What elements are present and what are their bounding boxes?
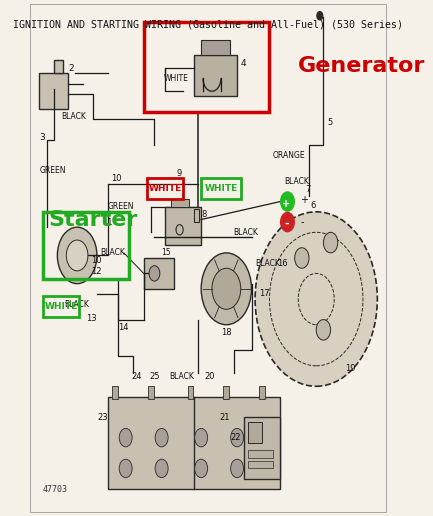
Circle shape — [149, 266, 160, 281]
Bar — [147, 179, 183, 199]
Text: 2: 2 — [68, 63, 74, 73]
Circle shape — [255, 212, 377, 386]
Text: BLACK: BLACK — [169, 372, 194, 381]
Circle shape — [119, 428, 132, 447]
Bar — [194, 209, 199, 222]
Bar — [148, 386, 154, 399]
Text: -: - — [300, 217, 304, 227]
Text: BLACK: BLACK — [65, 300, 90, 309]
Text: BLACK: BLACK — [100, 248, 126, 257]
Text: 21: 21 — [219, 413, 229, 422]
Text: 15: 15 — [162, 248, 171, 257]
Bar — [112, 386, 118, 399]
Bar — [165, 207, 201, 245]
Text: 20: 20 — [205, 372, 215, 381]
Bar — [201, 40, 230, 55]
Text: 4: 4 — [241, 58, 246, 68]
Text: WHITE: WHITE — [204, 184, 238, 193]
Text: ORANGE: ORANGE — [273, 151, 306, 160]
Bar — [248, 450, 273, 458]
Bar — [144, 22, 269, 112]
Text: 23: 23 — [97, 413, 107, 422]
Text: BLACK: BLACK — [233, 228, 259, 237]
Circle shape — [201, 253, 252, 325]
Text: 25: 25 — [149, 372, 159, 381]
Text: 47703: 47703 — [43, 485, 68, 494]
Circle shape — [66, 240, 88, 271]
Text: WHITE: WHITE — [149, 184, 182, 193]
Bar — [248, 461, 273, 469]
Text: 10: 10 — [111, 174, 122, 183]
Text: BLACK: BLACK — [255, 259, 280, 268]
Bar — [194, 55, 237, 96]
Text: 6: 6 — [311, 201, 316, 209]
Bar — [187, 386, 193, 399]
Text: 17: 17 — [259, 289, 269, 298]
Text: 12: 12 — [91, 267, 102, 277]
Circle shape — [155, 459, 168, 478]
Text: 5: 5 — [327, 118, 332, 126]
Circle shape — [294, 248, 309, 268]
Circle shape — [195, 428, 208, 447]
Text: WHITE: WHITE — [44, 302, 78, 311]
Circle shape — [317, 12, 323, 20]
Circle shape — [231, 459, 244, 478]
Bar — [259, 386, 265, 399]
Text: 13: 13 — [86, 314, 97, 322]
Text: 8: 8 — [201, 210, 207, 219]
Text: GREEN: GREEN — [39, 166, 66, 175]
Circle shape — [212, 268, 241, 309]
Text: IGNITION AND STARTING WIRING (Gasoline and All-Fuel) (530 Series): IGNITION AND STARTING WIRING (Gasoline a… — [13, 20, 404, 29]
Bar — [144, 258, 174, 289]
Text: 19: 19 — [345, 364, 355, 373]
Bar — [171, 199, 189, 207]
Text: 22: 22 — [230, 433, 240, 442]
Circle shape — [316, 319, 331, 340]
Text: Generator: Generator — [298, 56, 426, 75]
Circle shape — [57, 227, 97, 284]
Bar — [43, 212, 129, 279]
Text: 11: 11 — [102, 218, 113, 227]
Bar — [43, 297, 79, 317]
Circle shape — [195, 459, 208, 478]
Circle shape — [323, 232, 338, 253]
Text: +: + — [300, 195, 308, 204]
Bar — [223, 386, 229, 399]
Text: GREEN: GREEN — [108, 202, 134, 211]
Circle shape — [281, 192, 294, 211]
Text: 18: 18 — [221, 328, 232, 337]
Bar — [108, 397, 280, 489]
Text: BLACK: BLACK — [61, 112, 86, 121]
Text: Starter: Starter — [48, 209, 138, 230]
Circle shape — [155, 428, 168, 447]
Text: 10: 10 — [91, 256, 102, 265]
Bar — [54, 60, 63, 73]
Text: 7: 7 — [305, 185, 311, 195]
Text: BLACK: BLACK — [284, 176, 309, 186]
Bar — [39, 73, 68, 109]
Text: 16: 16 — [277, 259, 288, 268]
Text: 14: 14 — [119, 323, 129, 332]
Bar — [244, 417, 280, 479]
Circle shape — [281, 213, 294, 231]
Bar — [201, 179, 241, 199]
Text: WHITE: WHITE — [163, 74, 188, 83]
Text: 9: 9 — [176, 169, 181, 178]
Text: 24: 24 — [131, 372, 142, 381]
Text: -: - — [284, 219, 289, 229]
Text: +: + — [281, 199, 290, 209]
Bar — [248, 422, 262, 443]
Circle shape — [231, 428, 244, 447]
Circle shape — [119, 459, 132, 478]
Text: 3: 3 — [39, 133, 45, 142]
